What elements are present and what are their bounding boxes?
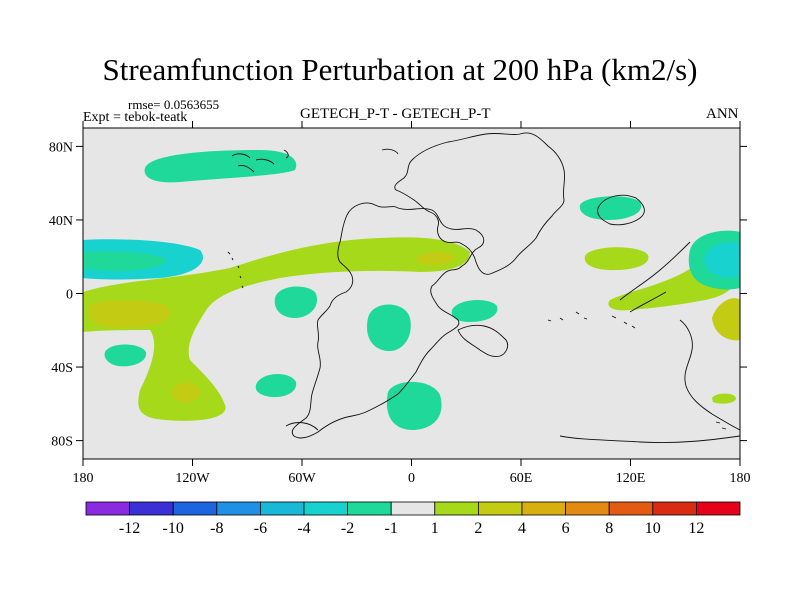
- x-tick-label: 180: [73, 471, 94, 486]
- colorbar-box: [129, 501, 174, 516]
- colorbar-box: [172, 501, 218, 516]
- coastline-laurasia: [394, 132, 566, 275]
- colorbar-label: -1: [385, 520, 398, 537]
- positive-core-west-pacific: [90, 300, 170, 328]
- colorbar: -12 -10 -8 -6 -4 -2 -1 1 2 4 6 8 10 12: [85, 501, 741, 537]
- negative-west-atlantic: [274, 286, 318, 318]
- chart-title: Streamfunction Perturbation at 200 hPa (…: [102, 52, 698, 87]
- colorbar-label: 6: [562, 520, 570, 537]
- negative-north-east-pacific: [704, 242, 740, 278]
- colorbar-label: 1: [431, 520, 439, 537]
- colorbar-box: [477, 501, 523, 516]
- rmse-label: rmse= 0.0563655: [128, 97, 220, 112]
- x-tick-label: 60E: [510, 471, 533, 486]
- x-tick-label: 120W: [175, 471, 210, 486]
- coastline-india: [457, 324, 509, 357]
- negative-south-atlantic-west: [255, 374, 297, 398]
- positive-core-north-africa: [417, 251, 456, 266]
- colorbar-label: -6: [254, 520, 267, 537]
- colorbar-box: [259, 501, 305, 516]
- coastline-gondwana: [291, 202, 485, 439]
- plot-area: [82, 127, 741, 460]
- colorbar-box: [565, 501, 610, 516]
- colorbar-label: -8: [210, 520, 223, 537]
- negative-north-asia: [579, 196, 642, 220]
- colorbar-label: 12: [688, 520, 704, 537]
- center-subtitle: GETECH_P-T - GETECH_P-T: [300, 106, 491, 122]
- colorbar-label: -2: [341, 520, 354, 537]
- positive-small-south: [712, 393, 736, 404]
- axes: 180 120W 60W 0 60E 120E 180 80N 40N 0 40S 80S: [49, 121, 751, 486]
- colorbar-label: -12: [119, 520, 140, 537]
- y-tick-label: 40S: [51, 361, 73, 376]
- coastline-east-islands: [597, 194, 645, 226]
- negative-arctic-pacific: [144, 150, 297, 183]
- colorbar-label: 10: [645, 520, 661, 537]
- x-tick-label: 120E: [616, 471, 646, 486]
- y-tick-label: 40N: [49, 214, 73, 229]
- y-tick-label: 80N: [49, 140, 73, 155]
- positive-east-edge: [712, 298, 740, 341]
- coastline-south-ring: [285, 422, 740, 443]
- coastline-pacific-islets: [227, 251, 727, 430]
- colorbar-box: [347, 501, 392, 516]
- x-tick-label: 60W: [288, 471, 316, 486]
- coastline-arctic: [231, 148, 399, 173]
- negative-north-pacific-outer: [83, 251, 166, 271]
- colorbar-label: 2: [474, 520, 482, 537]
- negative-south-pacific-small: [104, 344, 147, 367]
- colorbar-label: 8: [605, 520, 613, 537]
- colorbar-box: [652, 501, 697, 516]
- negative-east-africa: [451, 300, 498, 322]
- colorbar-box: [216, 501, 261, 516]
- positive-east-asia: [584, 247, 649, 271]
- colorbar-box: [521, 501, 566, 516]
- y-tick-label: 80S: [51, 435, 73, 450]
- coastline-east-chain: [679, 319, 740, 431]
- negative-southern-ocean: [386, 381, 442, 431]
- coastlines: [227, 132, 740, 443]
- positive-core-south-pacific: [171, 382, 201, 403]
- experiment-label: Expt = tebok-teatk: [83, 110, 188, 125]
- x-tick-label: 180: [730, 471, 751, 486]
- season-label: ANN: [706, 106, 739, 122]
- colorbar-label: 4: [518, 520, 526, 537]
- positive-band-tropics: [83, 237, 470, 421]
- coastline-ne-arc: [619, 241, 691, 313]
- negative-south-atlantic: [366, 304, 411, 352]
- colorbar-label: -10: [163, 520, 184, 537]
- y-tick-label: 0: [66, 288, 73, 303]
- colorbar-box: [696, 501, 741, 516]
- colorbar-box: [390, 501, 436, 516]
- colorbar-box: [434, 501, 479, 516]
- colorbar-label: -4: [297, 520, 310, 537]
- x-tick-label: 0: [408, 471, 415, 486]
- colorbar-box: [85, 501, 130, 516]
- colorbar-box: [608, 501, 654, 516]
- colorbar-box: [303, 501, 348, 516]
